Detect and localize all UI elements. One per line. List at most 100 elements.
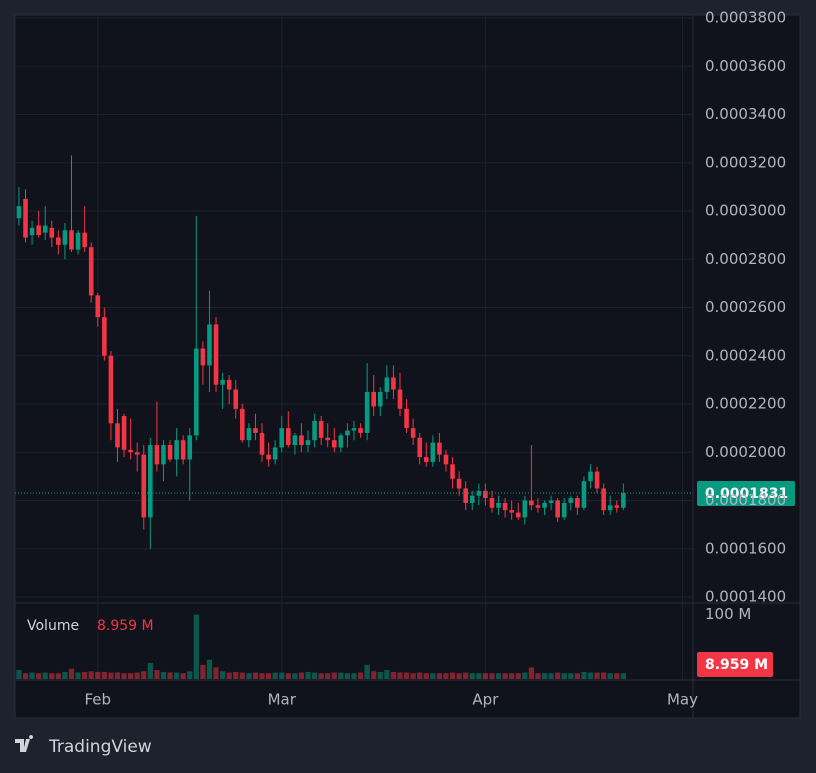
candle (312, 413, 317, 448)
candle-body (299, 435, 304, 446)
candle (594, 466, 600, 494)
candle-body (167, 445, 173, 460)
last-price-badge (697, 481, 795, 507)
y-tick-label: 0.0003200 (705, 153, 786, 171)
candle (364, 362, 370, 441)
candle-body (180, 440, 186, 460)
candle-body (240, 408, 245, 441)
candle-body (594, 471, 600, 489)
candle-body (56, 237, 61, 245)
candle-body (621, 493, 626, 508)
candle (384, 365, 390, 400)
volume-bar (325, 673, 331, 679)
volume-bar (101, 671, 107, 679)
candle-body (246, 428, 252, 441)
candle (443, 449, 449, 472)
last-volume-label: 8.959 M (705, 657, 768, 673)
candle (207, 290, 212, 392)
candle-body (220, 379, 225, 385)
candle (450, 457, 455, 489)
volume-bar (187, 671, 193, 679)
volume-bar (509, 673, 515, 679)
volume-bar (121, 673, 127, 679)
volume-bar (371, 671, 377, 679)
volume-bar (614, 673, 620, 679)
candle (82, 206, 87, 253)
candle-body (515, 512, 521, 518)
candle-body (502, 502, 508, 511)
candle (575, 495, 580, 515)
candle (614, 500, 620, 513)
candle-body (522, 500, 528, 518)
candle-body (607, 505, 613, 511)
candle-body (384, 377, 390, 392)
volume-bar (108, 672, 114, 679)
candle-body (588, 471, 593, 482)
candle-body (23, 198, 28, 238)
volume-bar (134, 672, 140, 679)
volume-bar (344, 673, 351, 679)
candle-body (279, 428, 285, 448)
candle-body (443, 454, 449, 465)
candle-body (312, 420, 317, 441)
last-volume-badge (697, 652, 773, 677)
volume-bar (331, 672, 337, 679)
candle (194, 215, 199, 441)
y-tick-label: 0.0002400 (705, 346, 786, 364)
candle-body (82, 232, 87, 248)
volume-bar (272, 672, 278, 679)
volume-bar (377, 671, 383, 679)
volume-bar (154, 669, 160, 679)
candle-body (318, 420, 324, 438)
candle (358, 423, 363, 438)
candle (253, 413, 258, 441)
candle (502, 498, 508, 518)
candle (555, 498, 560, 523)
candle-body (463, 488, 468, 503)
volume-bar (528, 667, 535, 679)
candle (621, 483, 626, 511)
candle (463, 481, 468, 511)
candle-body (404, 408, 409, 429)
volume-bar (22, 673, 29, 679)
candle-body (371, 391, 377, 407)
candle (581, 476, 587, 511)
volume-bar (436, 673, 443, 679)
candle (529, 445, 534, 511)
volume-bar (449, 672, 456, 679)
candle (75, 230, 81, 255)
candle (404, 399, 409, 433)
candle (548, 495, 554, 511)
volume-bar (95, 671, 101, 679)
candle (377, 387, 383, 417)
candle-body (16, 206, 22, 219)
candle (331, 428, 337, 453)
logo-icon (15, 735, 34, 752)
candle (108, 350, 114, 441)
candle-body (62, 230, 68, 245)
candle (286, 411, 291, 448)
candle (49, 220, 55, 248)
volume-tick-label: 100 M (705, 605, 751, 623)
candle (259, 423, 265, 462)
candle (542, 500, 547, 515)
candle (430, 435, 436, 467)
candle (489, 490, 495, 513)
candle-body (102, 317, 107, 356)
candle (16, 186, 22, 226)
volume-bar (463, 672, 469, 679)
candle (279, 416, 285, 453)
candle-body (49, 227, 55, 238)
candle-body (601, 488, 606, 511)
candle-body (489, 498, 495, 508)
volume-bar (75, 672, 81, 679)
candle-body (581, 481, 587, 508)
logo: TradingView (15, 735, 152, 757)
candle (42, 206, 48, 240)
candle-body (351, 428, 357, 431)
y-tick-label: 0.0002000 (705, 443, 786, 461)
candle-body (535, 505, 541, 508)
volume-bar (62, 671, 68, 679)
volume-bar (555, 672, 561, 679)
